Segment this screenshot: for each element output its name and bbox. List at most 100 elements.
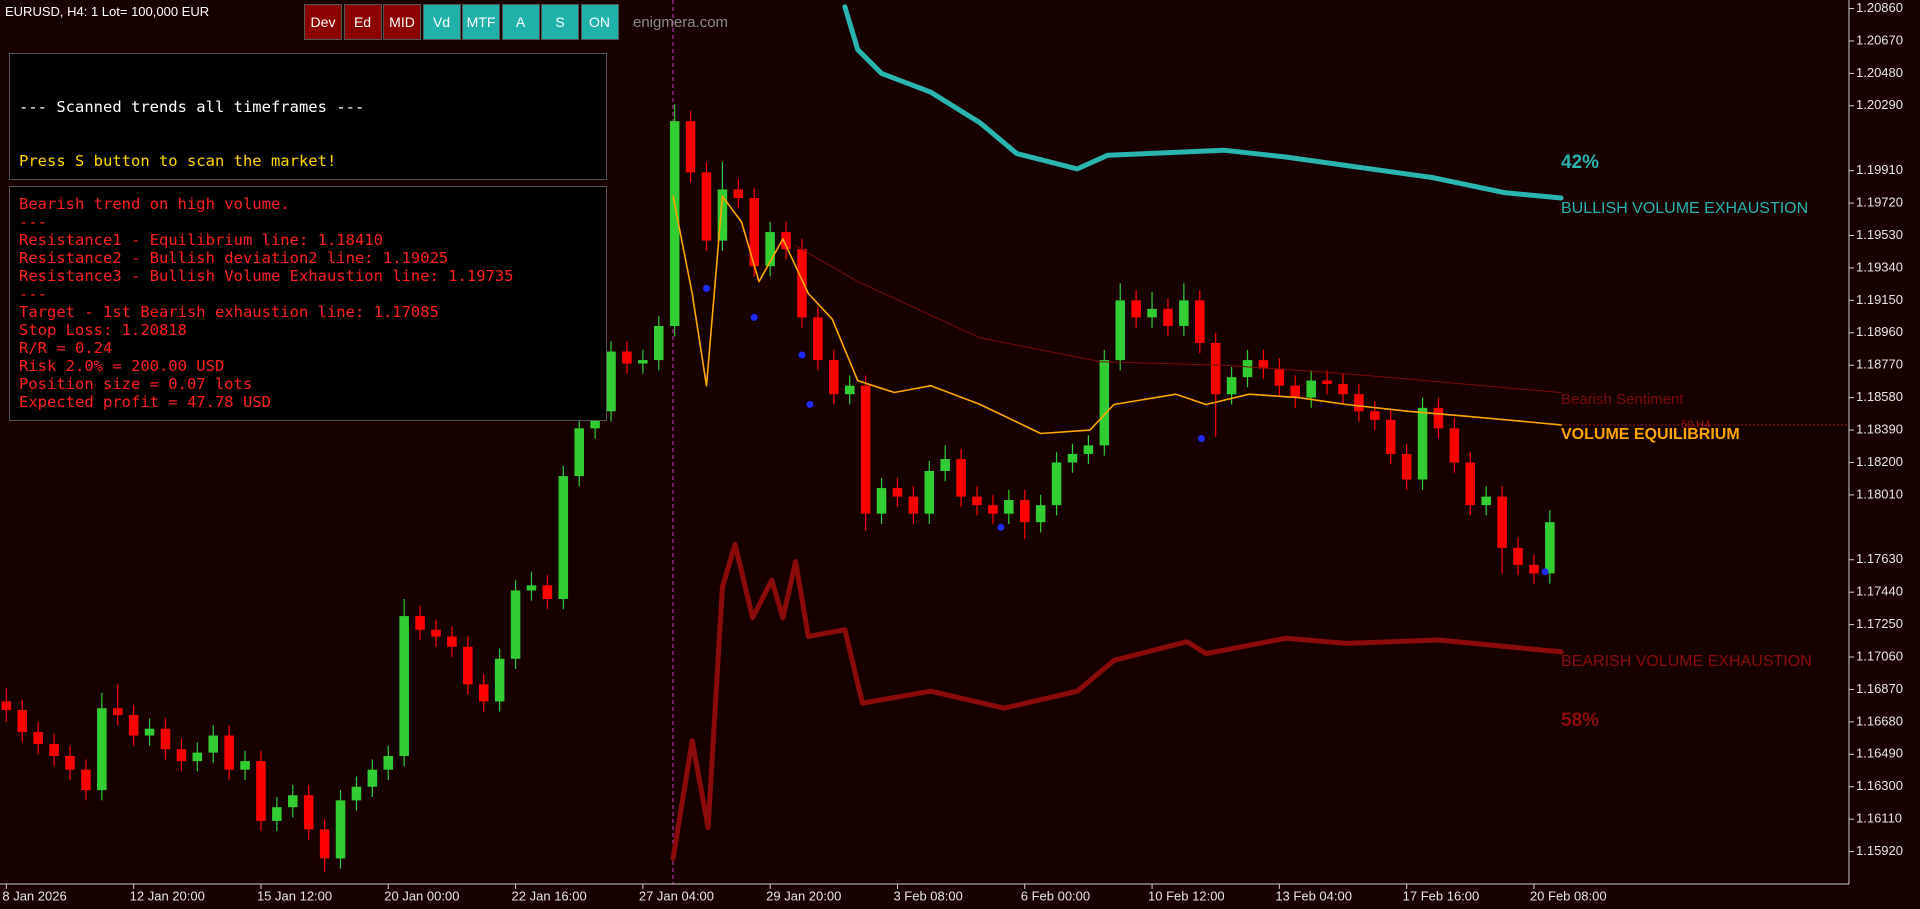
candle-body: [1226, 377, 1237, 395]
candle-body: [1497, 496, 1507, 548]
candle-body: [606, 351, 616, 412]
toolbar-button[interactable]: S: [541, 4, 579, 40]
y-tick-label: 1.16490: [1856, 746, 1903, 761]
candle-body: [49, 744, 59, 757]
y-tick-label: 1.17250: [1856, 616, 1903, 631]
candle-body: [1051, 462, 1062, 506]
x-tick-label: 13 Feb 04:00: [1275, 888, 1352, 903]
candle-body: [622, 351, 632, 364]
toolbar-button[interactable]: MTF: [462, 4, 500, 40]
y-tick-label: 1.19530: [1856, 227, 1903, 242]
signal-dot: [798, 351, 806, 359]
candle-body: [478, 684, 489, 702]
candle-body: [1004, 500, 1014, 514]
signal-panel: Bearish trend on high volume. --- Resistan…: [9, 186, 607, 421]
candle-body: [1449, 428, 1460, 463]
y-tick-label: 1.18010: [1856, 486, 1903, 501]
candle-body: [17, 709, 28, 733]
candle-body: [1, 701, 12, 710]
candle-body: [97, 708, 107, 791]
candle-body: [240, 761, 250, 770]
candle-body: [1481, 496, 1491, 506]
y-tick-label: 1.18390: [1856, 421, 1903, 436]
signal-line: Bearish trend on high volume.: [19, 195, 290, 213]
signal-dot: [703, 284, 711, 292]
candle-body: [224, 735, 234, 770]
toolbar-button[interactable]: Dev: [304, 4, 342, 40]
symbol-header: EURUSD, H4: 1 Lot= 100,000 EUR: [5, 4, 210, 19]
y-tick-label: 1.18200: [1856, 454, 1903, 469]
candle-body: [1083, 445, 1094, 454]
x-tick-label: 12 Jan 20:00: [130, 888, 205, 903]
candle-body: [653, 325, 664, 361]
indicator-line: [670, 541, 1564, 861]
candle-body: [685, 121, 696, 173]
toolbar-button[interactable]: ON: [580, 4, 619, 40]
y-tick-label: 1.20670: [1856, 32, 1903, 47]
candle-body: [972, 496, 982, 506]
candle-body: [1290, 385, 1301, 398]
candle-body: [494, 658, 505, 702]
candle-body: [1019, 500, 1030, 523]
signal-line: Risk 2.0% = 200.00 USD: [19, 357, 225, 375]
candle-body: [1529, 564, 1539, 574]
candle-body: [65, 756, 75, 770]
y-tick-label: 1.20290: [1856, 97, 1903, 112]
scan-panel: --- Scanned trends all timeframes --- Pr…: [9, 53, 607, 260]
indicator-line: [842, 4, 1564, 201]
candle-body: [574, 428, 584, 477]
candle-body: [1274, 368, 1285, 386]
candle-body: [112, 708, 123, 716]
signal-line: Expected profit = 47.78 USD: [19, 393, 271, 411]
candle-body: [956, 459, 966, 497]
candle-body: [335, 800, 346, 859]
candle-body: [1131, 300, 1141, 318]
candle-body: [749, 197, 760, 267]
candle-body: [208, 735, 218, 753]
candle-body: [431, 629, 441, 637]
candle-body: [813, 317, 823, 361]
candle-body: [558, 476, 569, 600]
scan-title: --- Scanned trends all timeframes ---: [19, 98, 365, 116]
watermark: enigmera.com: [633, 14, 729, 31]
y-tick-label: 1.17060: [1856, 648, 1903, 663]
candle-body: [1370, 411, 1380, 420]
x-tick-label: 10 Feb 12:00: [1148, 888, 1225, 903]
candle-body: [1417, 407, 1428, 480]
toolbar-button[interactable]: Ed: [343, 4, 382, 40]
toolbar-button[interactable]: Vd: [422, 4, 461, 40]
candle-body: [1099, 360, 1110, 446]
toolbar-button[interactable]: A: [501, 4, 540, 40]
candle-body: [415, 616, 425, 630]
x-tick-label: 6 Feb 00:00: [1021, 888, 1090, 903]
candle-body: [988, 505, 998, 514]
signal-line: Stop Loss: 1.20818: [19, 321, 187, 339]
bear-percent: 58%: [1561, 710, 1599, 731]
candle-body: [1513, 547, 1523, 565]
candle-body: [542, 585, 553, 600]
y-tick-label: 1.19910: [1856, 162, 1903, 177]
x-tick-label: 20 Jan 00:00: [384, 888, 459, 903]
candle-body: [447, 636, 457, 647]
candle-body: [701, 172, 712, 241]
signal-dot: [806, 400, 814, 408]
bull-percent: 42%: [1561, 152, 1599, 173]
x-tick-label: 17 Feb 16:00: [1403, 888, 1480, 903]
x-tick-label: 22 Jan 16:00: [512, 888, 587, 903]
signal-dot: [1541, 568, 1549, 576]
y-tick-label: 1.20860: [1856, 0, 1903, 15]
y-tick-label: 1.16870: [1856, 681, 1903, 696]
equilibrium-label: VOLUME EQUILIBRIUM: [1561, 426, 1740, 443]
signal-dot: [997, 523, 1005, 531]
y-tick-label: 1.19150: [1856, 292, 1903, 307]
toolbar-button[interactable]: MID: [383, 4, 421, 40]
candle-body: [733, 189, 744, 198]
candle-body: [160, 728, 171, 750]
candle-body: [1354, 394, 1364, 412]
y-tick-label: 1.16680: [1856, 713, 1903, 728]
candle-body: [256, 761, 266, 821]
candle-body: [860, 385, 871, 514]
candle-body: [1035, 505, 1046, 523]
